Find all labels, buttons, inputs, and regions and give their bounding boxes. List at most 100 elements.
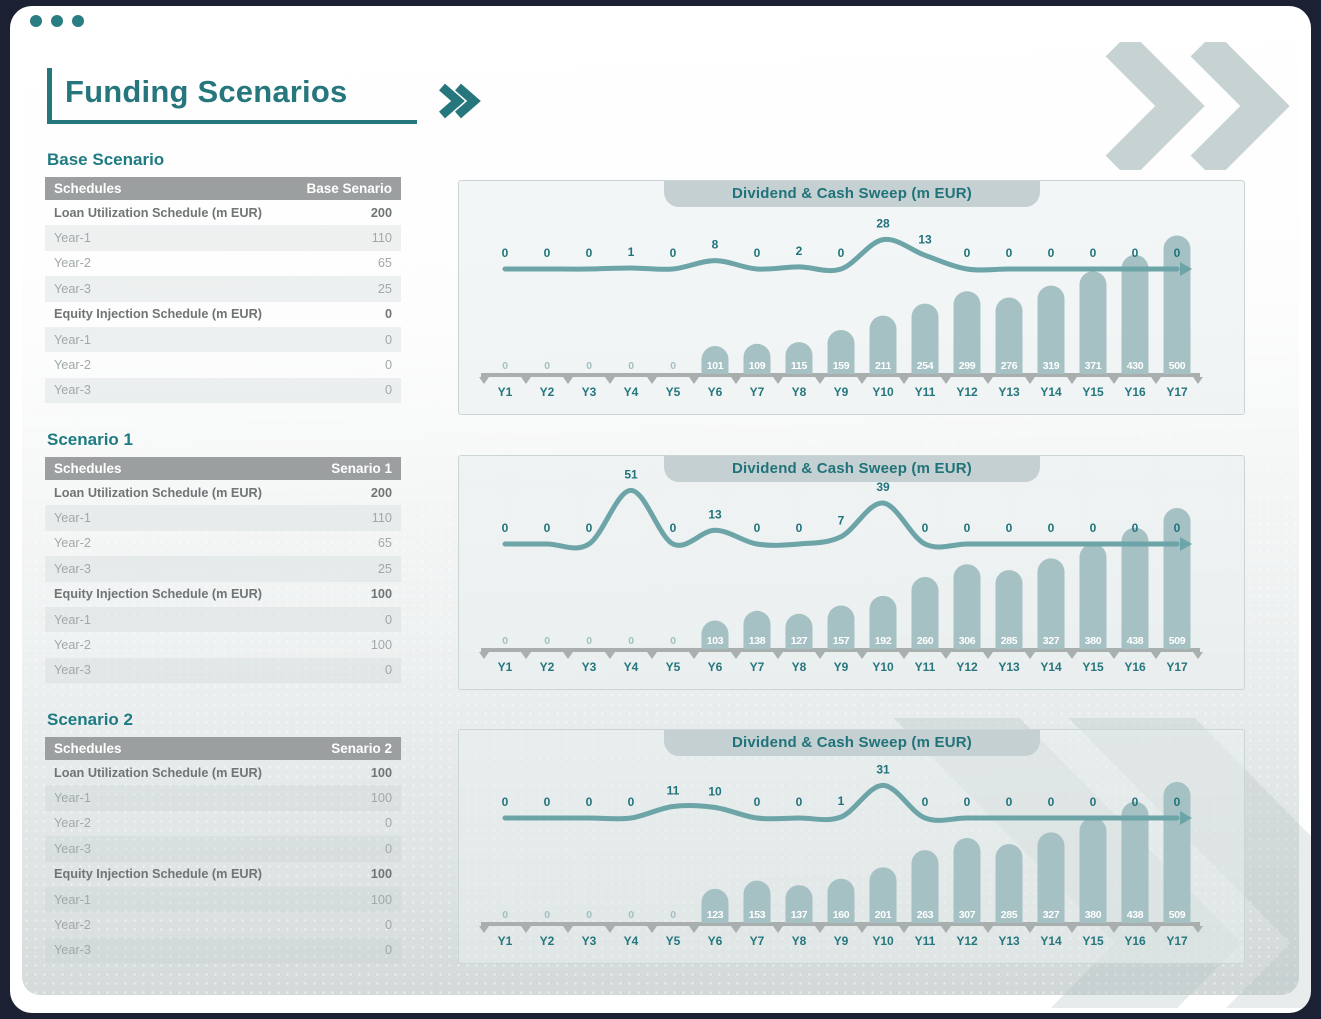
axis-tick [899,652,909,659]
bar-value-label: 380 [1085,909,1102,921]
bar [1121,527,1149,649]
bar-value-label: 327 [1043,909,1060,921]
row-value: 200 [370,205,392,220]
bar-value-label: 380 [1085,635,1102,647]
line-value-label: 0 [1132,795,1139,809]
bar-value-label: 0 [586,909,592,921]
x-axis-label: Y14 [1040,660,1062,674]
axis-tick [563,377,573,384]
bar-value-label: 123 [707,909,724,921]
column-header-schedules: Schedules [54,461,122,476]
row-label: Year-2 [54,816,91,831]
bar-value-label: 137 [791,909,808,921]
table-row: Year-3 25 [45,276,401,302]
table-row: Year-1 0 [45,606,401,633]
row-label: Year-2 [54,638,91,653]
bar-value-label: 0 [502,909,508,921]
x-axis-label: Y5 [666,660,681,674]
table-header-row: Schedules Senario 1 [45,457,401,480]
table-header-row: Schedules Senario 2 [45,737,401,760]
row-value: 100 [370,867,392,882]
line-series-path [502,487,1180,551]
scenario-table-1: Scenario 1 Schedules Senario 1 Loan Utiliza… [45,430,401,684]
x-axis-label: Y13 [998,660,1020,674]
bar-value-label: 430 [1127,360,1144,372]
x-axis-label: Y7 [750,660,765,674]
bar [1079,271,1107,374]
line-value-label: 0 [1132,246,1139,260]
x-axis-label: Y11 [915,660,936,674]
line-value-label: 0 [1090,521,1097,535]
line-value-label: 10 [708,785,722,799]
x-axis-label: Y2 [540,385,555,399]
bar-value-label: 201 [875,909,892,921]
row-label: Year-1 [54,612,91,627]
chart-box-1: 0 0 Y1 0 0 Y2 0 0 Y3 51 0 Y4 0 0 Y5 13 103 Y6 0 138 Y7 0 127 Y8… [458,455,1245,690]
line-value-label: 13 [918,232,932,246]
bar-value-label: 285 [1001,635,1018,647]
bar-value-label: 127 [791,635,808,647]
table-row: Year-3 0 [45,657,401,684]
axis-tick [689,652,699,659]
bar [869,315,897,374]
bar-value-label: 260 [917,635,934,647]
bar [1121,254,1149,374]
axis-tick [563,652,573,659]
axis-tick [899,926,909,933]
axis-tick [983,377,993,384]
x-axis-label: Y17 [1166,934,1188,948]
line-arrowhead [1180,537,1192,551]
x-axis-label: Y9 [834,934,849,948]
axis-tick [983,652,993,659]
line-value-label: 0 [1006,246,1013,260]
x-axis-label: Y1 [498,660,513,674]
row-label: Year-2 [54,918,91,933]
scenario-table-base: Base Scenario Schedules Base Senario Loan U… [45,150,401,404]
row-value: 100 [370,765,392,780]
axis-tick [941,377,951,384]
row-value: 200 [370,485,392,500]
line-value-label: 31 [876,762,890,776]
bar-value-label: 500 [1169,360,1186,372]
x-axis-label: Y14 [1040,385,1062,399]
bar-value-label: 0 [502,360,508,372]
line-value-label: 0 [1048,795,1055,809]
line-value-label: 0 [1048,521,1055,535]
bar-value-label: 327 [1043,635,1060,647]
axis-tick [521,926,531,933]
axis-tick [1193,377,1203,384]
row-value: 65 [377,256,392,271]
bar-value-label: 0 [628,360,634,372]
x-axis-label: Y3 [582,385,597,399]
bar-value-label: 0 [628,635,634,647]
column-header-schedules: Schedules [54,181,122,196]
row-value: 0 [384,383,392,398]
axis-tick [1067,652,1077,659]
axis-tick [1193,926,1203,933]
axis-tick [1025,652,1035,659]
x-axis-label: Y10 [872,385,894,399]
bar [953,564,981,649]
axis-tick [647,926,657,933]
line-series-path [502,782,1180,823]
axis-tick [1067,926,1077,933]
bar [827,330,855,374]
table-row: Loan Utilization Schedule (m EUR) 200 [45,480,401,505]
line-value-label: 0 [754,246,761,260]
table-row: Equity Injection Schedule (m EUR) 0 [45,302,401,327]
x-axis-label: Y4 [624,660,639,674]
column-header-scenario: Base Senario [306,181,392,196]
axis-tick [731,652,741,659]
x-axis-label: Y9 [834,660,849,674]
row-label: Year-1 [54,791,91,806]
row-label: Year-3 [54,561,91,576]
bar-value-label: 0 [544,360,550,372]
line-value-label: 0 [922,795,929,809]
bar-value-label: 109 [749,360,766,372]
bar-value-label: 0 [544,909,550,921]
table-row: Year-2 100 [45,632,401,657]
line-value-label: 0 [964,246,971,260]
x-axis-label: Y17 [1166,385,1188,399]
bar-value-label: 0 [670,909,676,921]
bar-value-label: 319 [1043,360,1060,372]
